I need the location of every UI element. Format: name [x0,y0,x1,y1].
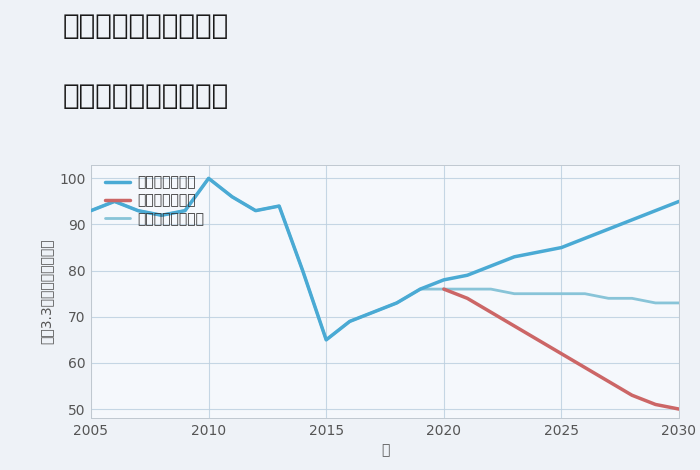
ノーマルシナリオ [111,199,119,204]
グッドシナリオ [369,309,377,315]
ノーマルシナリオ [581,291,589,297]
グッドシナリオ [158,212,166,218]
グッドシナリオ [111,199,119,204]
バッドシナリオ [486,309,495,315]
ノーマルシナリオ [158,212,166,218]
ノーマルシナリオ [651,300,659,306]
ノーマルシナリオ [486,286,495,292]
Text: 中古戸建ての価格推移: 中古戸建ての価格推移 [63,82,230,110]
グッドシナリオ [134,208,142,213]
バッドシナリオ [675,406,683,412]
ノーマルシナリオ [533,291,542,297]
ノーマルシナリオ [346,319,354,324]
Line: ノーマルシナリオ: ノーマルシナリオ [91,178,679,340]
グッドシナリオ [486,263,495,269]
グッドシナリオ [675,199,683,204]
グッドシナリオ [251,208,260,213]
ノーマルシナリオ [440,286,448,292]
グッドシナリオ [298,268,307,274]
バッドシナリオ [510,323,519,329]
Text: 大阪府寝屋川市高柳の: 大阪府寝屋川市高柳の [63,12,230,40]
バッドシナリオ [581,365,589,370]
ノーマルシナリオ [510,291,519,297]
Line: グッドシナリオ: グッドシナリオ [91,178,679,340]
ノーマルシナリオ [675,300,683,306]
ノーマルシナリオ [275,203,284,209]
グッドシナリオ [581,235,589,241]
ノーマルシナリオ [322,337,330,343]
ノーマルシナリオ [604,296,612,301]
ノーマルシナリオ [369,309,377,315]
グッドシナリオ [533,250,542,255]
ノーマルシナリオ [251,208,260,213]
グッドシナリオ [510,254,519,259]
Y-axis label: 坪（3.3㎡）単価（万円）: 坪（3.3㎡）単価（万円） [39,239,53,344]
グッドシナリオ [463,273,472,278]
バッドシナリオ [604,378,612,384]
X-axis label: 年: 年 [381,443,389,457]
グッドシナリオ [651,208,659,213]
ノーマルシナリオ [298,268,307,274]
ノーマルシナリオ [416,286,424,292]
ノーマルシナリオ [393,300,401,306]
Legend: グッドシナリオ, バッドシナリオ, ノーマルシナリオ: グッドシナリオ, バッドシナリオ, ノーマルシナリオ [99,170,210,231]
ノーマルシナリオ [181,208,189,213]
バッドシナリオ [651,402,659,407]
ノーマルシナリオ [557,291,566,297]
グッドシナリオ [393,300,401,306]
ノーマルシナリオ [628,296,636,301]
ノーマルシナリオ [87,208,95,213]
グッドシナリオ [228,194,237,200]
グッドシナリオ [322,337,330,343]
グッドシナリオ [440,277,448,282]
ノーマルシナリオ [204,175,213,181]
バッドシナリオ [533,337,542,343]
グッドシナリオ [346,319,354,324]
グッドシナリオ [604,226,612,232]
バッドシナリオ [463,296,472,301]
Line: バッドシナリオ: バッドシナリオ [444,289,679,409]
ノーマルシナリオ [228,194,237,200]
グッドシナリオ [275,203,284,209]
バッドシナリオ [440,286,448,292]
バッドシナリオ [628,392,636,398]
ノーマルシナリオ [463,286,472,292]
バッドシナリオ [557,351,566,357]
グッドシナリオ [204,175,213,181]
ノーマルシナリオ [134,208,142,213]
グッドシナリオ [87,208,95,213]
グッドシナリオ [557,245,566,251]
グッドシナリオ [628,217,636,223]
グッドシナリオ [181,208,189,213]
グッドシナリオ [416,286,424,292]
